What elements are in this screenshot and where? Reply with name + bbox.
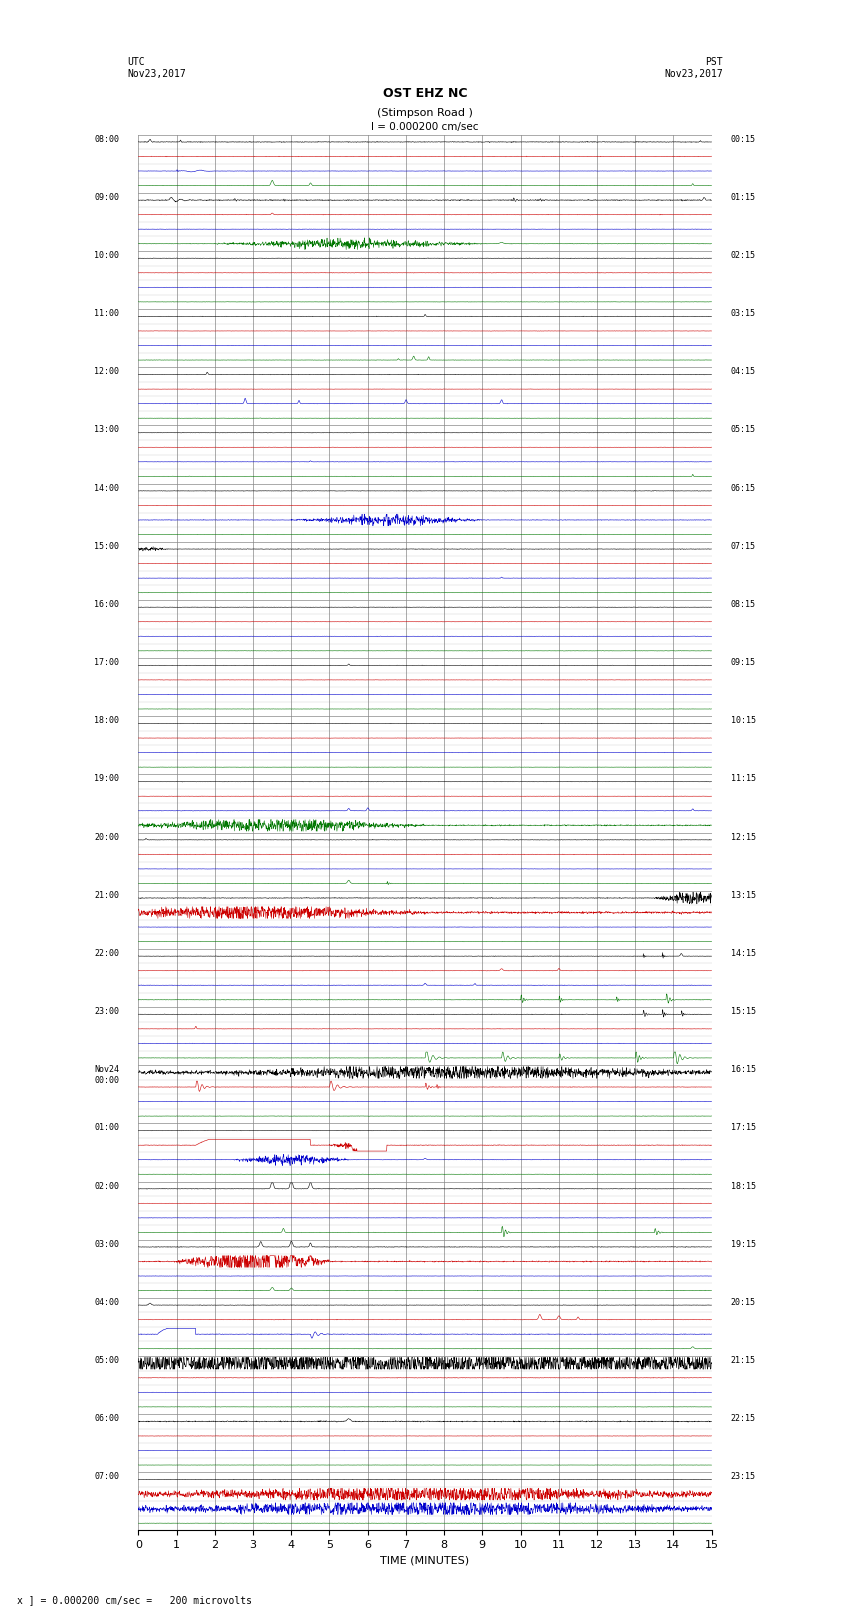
Text: 14:00: 14:00 [94,484,119,492]
Text: UTC
Nov23,2017: UTC Nov23,2017 [127,56,186,79]
Text: 10:00: 10:00 [94,252,119,260]
Text: 23:15: 23:15 [731,1473,756,1481]
Text: 00:15: 00:15 [731,134,756,144]
Text: OST EHZ NC: OST EHZ NC [382,87,468,100]
Text: 16:15: 16:15 [731,1065,756,1074]
Text: 01:00: 01:00 [94,1123,119,1132]
Text: 20:15: 20:15 [731,1298,756,1307]
Text: 02:15: 02:15 [731,252,756,260]
Text: 14:15: 14:15 [731,948,756,958]
Text: 06:00: 06:00 [94,1415,119,1423]
Text: 08:00: 08:00 [94,134,119,144]
Text: 16:00: 16:00 [94,600,119,610]
Text: 08:15: 08:15 [731,600,756,610]
Text: 12:15: 12:15 [731,832,756,842]
Text: 11:00: 11:00 [94,310,119,318]
Text: 21:15: 21:15 [731,1357,756,1365]
Text: Nov24
00:00: Nov24 00:00 [94,1065,119,1084]
Text: 15:00: 15:00 [94,542,119,550]
Text: 11:15: 11:15 [731,774,756,784]
Text: (Stimpson Road ): (Stimpson Road ) [377,108,473,118]
Text: 18:00: 18:00 [94,716,119,726]
Text: 06:15: 06:15 [731,484,756,492]
Text: 09:15: 09:15 [731,658,756,668]
Text: 13:15: 13:15 [731,890,756,900]
Text: 10:15: 10:15 [731,716,756,726]
Text: 02:00: 02:00 [94,1181,119,1190]
Text: 04:15: 04:15 [731,368,756,376]
Text: 07:15: 07:15 [731,542,756,550]
Text: x ] = 0.000200 cm/sec =   200 microvolts: x ] = 0.000200 cm/sec = 200 microvolts [17,1595,252,1605]
Text: 09:00: 09:00 [94,194,119,202]
Text: 04:00: 04:00 [94,1298,119,1307]
Text: 20:00: 20:00 [94,832,119,842]
Text: 01:15: 01:15 [731,194,756,202]
Text: 05:15: 05:15 [731,426,756,434]
Text: 22:00: 22:00 [94,948,119,958]
Text: 07:00: 07:00 [94,1473,119,1481]
X-axis label: TIME (MINUTES): TIME (MINUTES) [381,1557,469,1566]
Text: 05:00: 05:00 [94,1357,119,1365]
Text: 17:15: 17:15 [731,1123,756,1132]
Text: 19:15: 19:15 [731,1240,756,1248]
Text: PST
Nov23,2017: PST Nov23,2017 [664,56,723,79]
Text: 18:15: 18:15 [731,1181,756,1190]
Text: 12:00: 12:00 [94,368,119,376]
Text: 23:00: 23:00 [94,1007,119,1016]
Text: 13:00: 13:00 [94,426,119,434]
Text: 17:00: 17:00 [94,658,119,668]
Text: 03:00: 03:00 [94,1240,119,1248]
Text: 19:00: 19:00 [94,774,119,784]
Text: I = 0.000200 cm/sec: I = 0.000200 cm/sec [371,123,479,132]
Text: 22:15: 22:15 [731,1415,756,1423]
Text: 15:15: 15:15 [731,1007,756,1016]
Text: 21:00: 21:00 [94,890,119,900]
Text: 03:15: 03:15 [731,310,756,318]
